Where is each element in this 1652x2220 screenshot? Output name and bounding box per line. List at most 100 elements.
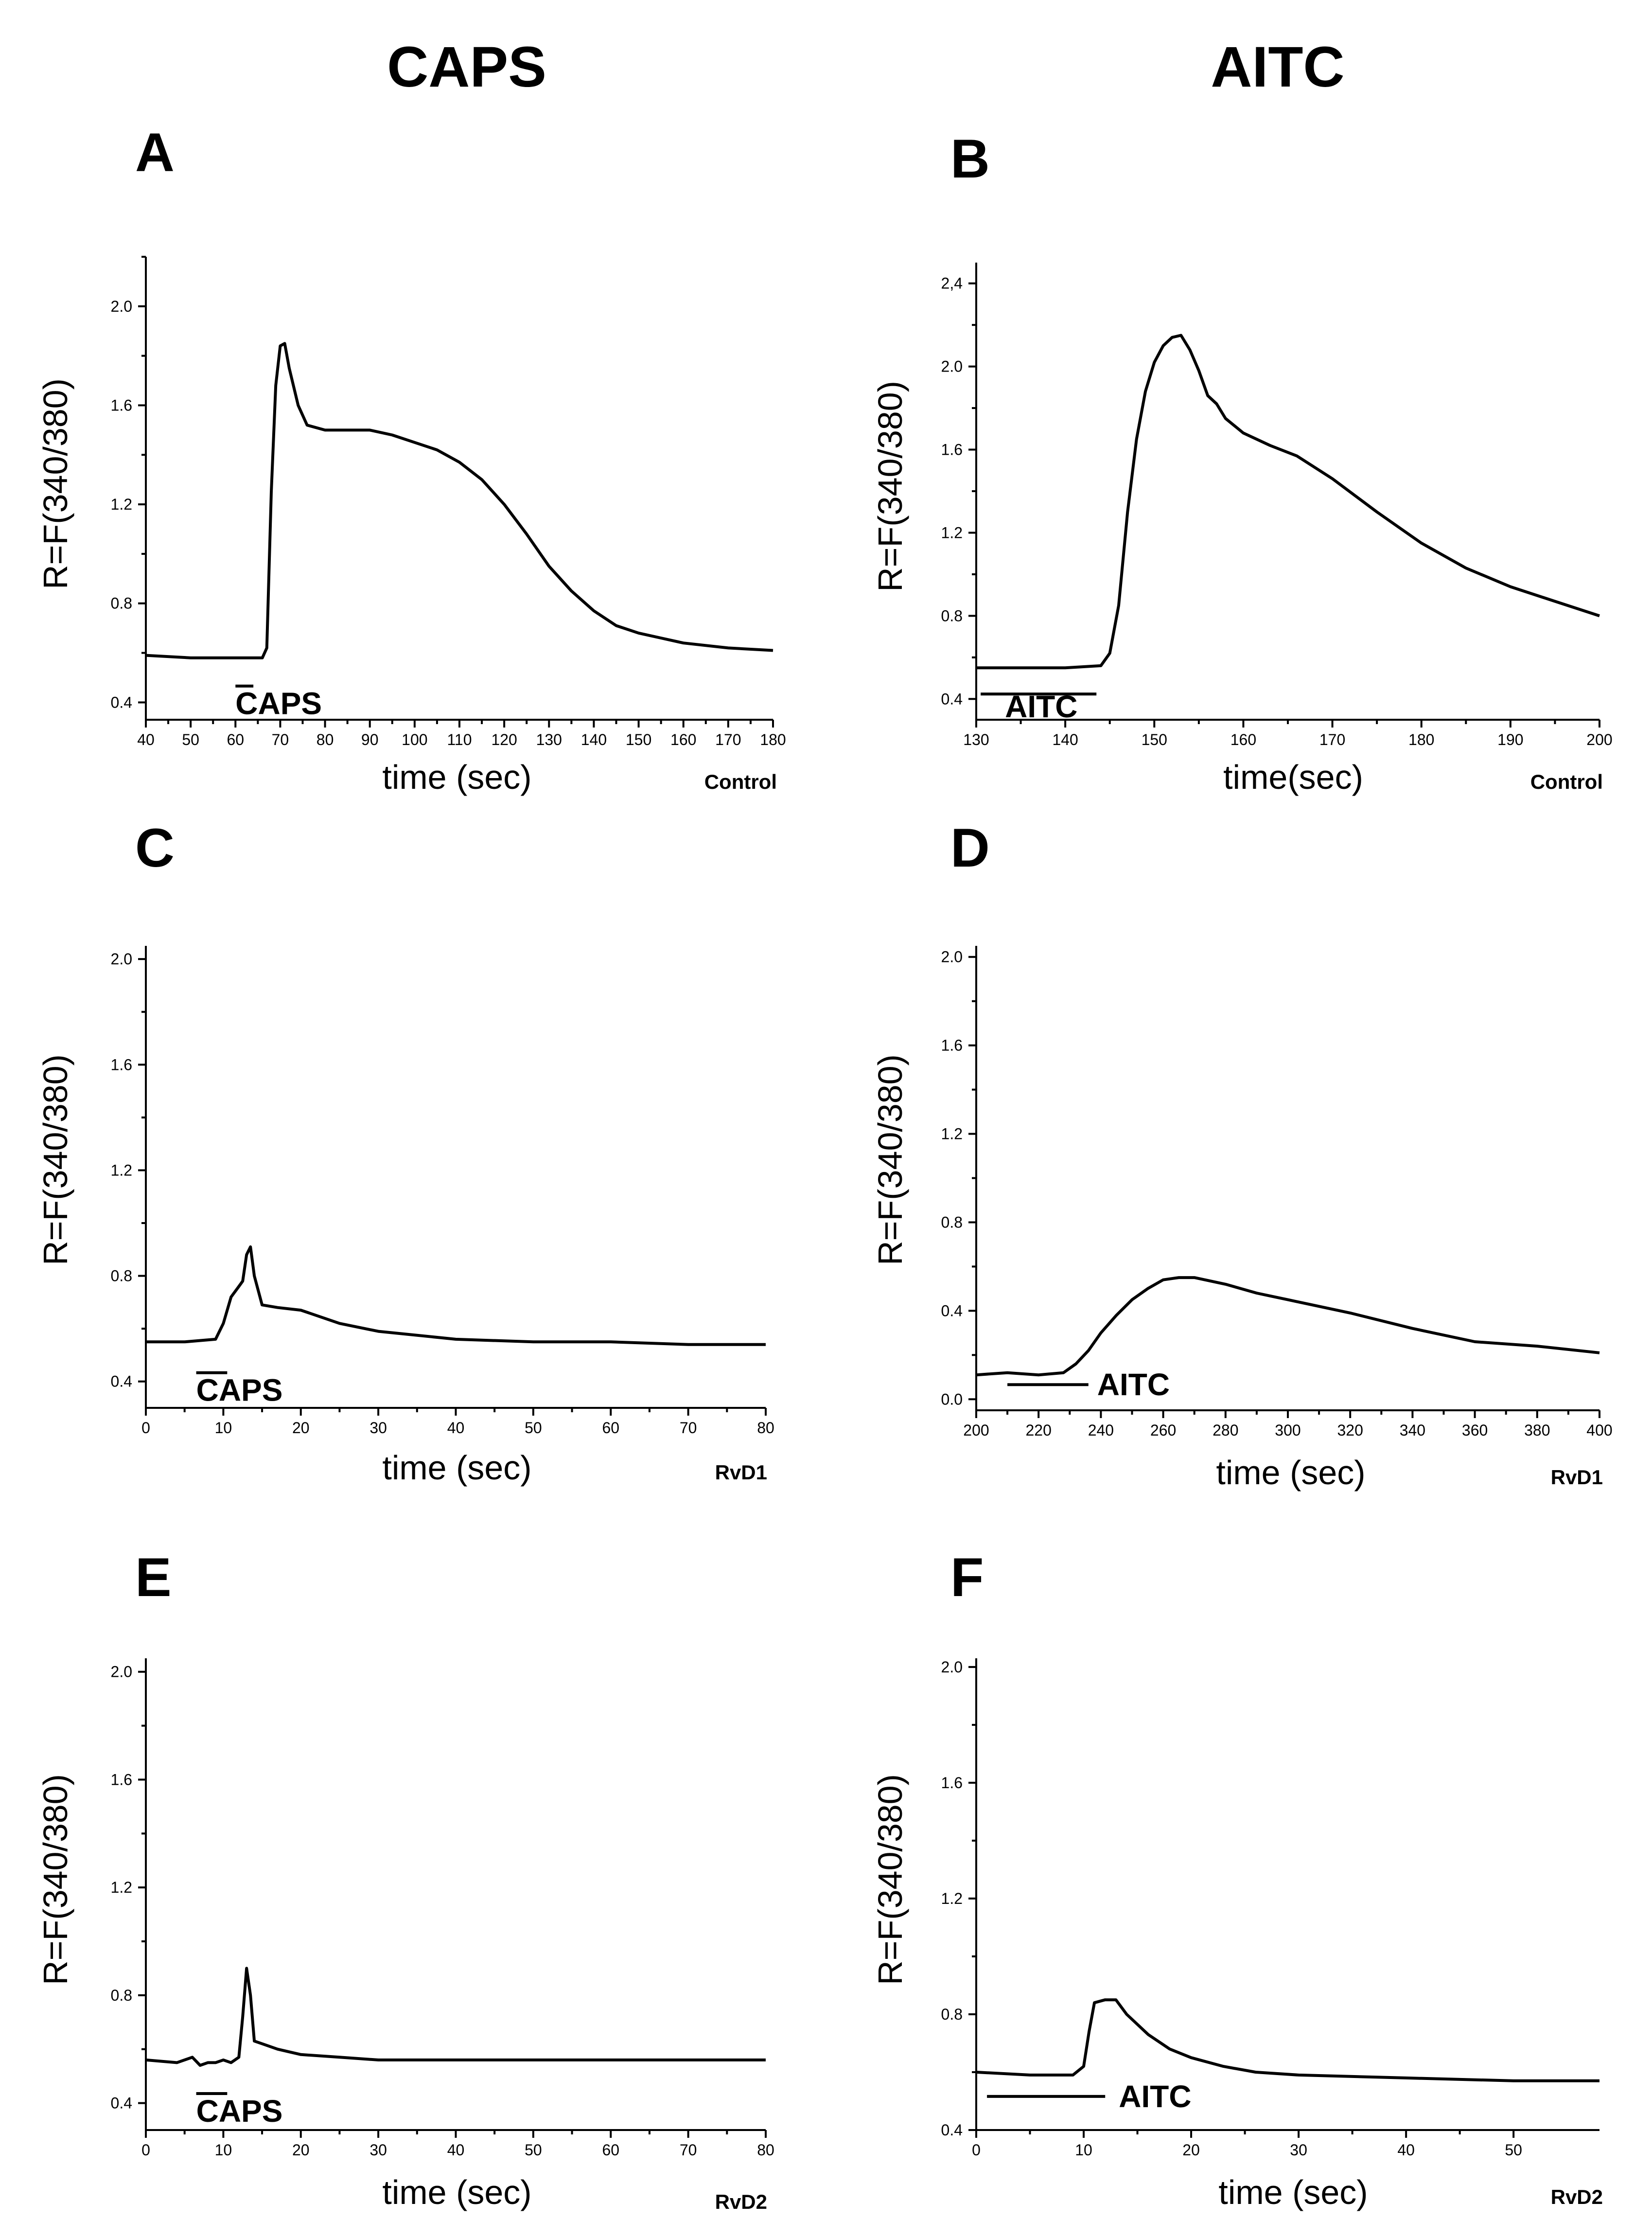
response-trace (976, 1276, 1600, 1377)
condition-label: RvD2 (715, 2190, 767, 2213)
x-tick-label: 20 (292, 1419, 310, 1437)
x-tick-label: 80 (316, 731, 334, 748)
x-tick-label: 80 (757, 1419, 774, 1437)
y-tick-label: 1.2 (111, 1161, 132, 1179)
y-tick-label: 2.0 (111, 950, 132, 968)
x-tick-label: 70 (680, 2141, 697, 2159)
column-title-aitc: AITC (1211, 35, 1344, 99)
x-tick-label: 360 (1462, 1421, 1488, 1439)
x-tick-label: 30 (369, 2141, 387, 2159)
panel-c: C R=F(340/380) time (sec) RvD1 CAPS 0 10 2… (36, 817, 774, 1487)
y-axis-label: R=F(340/380) (36, 1774, 74, 1985)
y-axis-label: R=F(340/380) (36, 378, 74, 589)
stimulus-label: CAPS (235, 686, 322, 721)
response-trace (976, 1998, 1599, 2082)
x-tick-label: 150 (1142, 731, 1167, 748)
x-tick-label: 40 (137, 731, 155, 748)
x-tick-label: 30 (1290, 2141, 1307, 2159)
x-tick-label: 80 (757, 2141, 774, 2159)
y-tick-label: 0.8 (941, 1213, 963, 1231)
y-tick-label: 0.4 (941, 1302, 963, 1319)
x-tick-label: 10 (215, 2141, 232, 2159)
response-trace (145, 342, 773, 659)
panel-letter: D (950, 817, 990, 878)
x-tick-label: 50 (182, 731, 199, 748)
response-trace (146, 1245, 766, 1346)
panel-b: B R=F(340/380) time(sec) Control AITC 13… (871, 128, 1613, 796)
x-tick-label: 70 (272, 731, 289, 748)
x-tick-label: 150 (626, 731, 651, 748)
x-tick-label: 0 (972, 2141, 981, 2159)
stimulus-label: AITC (1097, 1367, 1170, 1402)
x-tick-label: 180 (760, 731, 786, 748)
x-tick-label: 180 (1408, 731, 1434, 748)
y-tick-label: 1.6 (111, 1056, 132, 1073)
y-tick-label: 1.2 (941, 1125, 963, 1143)
y-tick-label: 2.0 (941, 358, 963, 375)
y-tick-label: 0.8 (111, 1987, 132, 2004)
x-axis-label: time (sec) (382, 758, 531, 796)
x-tick-label: 300 (1275, 1421, 1301, 1439)
x-tick-label: 50 (525, 2141, 542, 2159)
x-tick-label: 130 (963, 731, 989, 748)
x-tick-label: 160 (670, 731, 696, 748)
y-axis-label: R=F(340/380) (871, 1774, 909, 1985)
y-tick-label: 1.6 (941, 1774, 963, 1792)
x-tick-label: 130 (536, 731, 562, 748)
x-tick-label: 140 (1052, 731, 1078, 748)
x-tick-label: 40 (447, 2141, 465, 2159)
x-tick-label: 200 (963, 1421, 989, 1439)
x-tick-label: 30 (369, 1419, 387, 1437)
x-tick-label: 40 (1397, 2141, 1415, 2159)
x-tick-label: 170 (715, 731, 741, 748)
y-tick-label: 0.4 (111, 1373, 132, 1390)
x-tick-label: 200 (1586, 731, 1612, 748)
y-tick-label: 0.4 (941, 2121, 963, 2139)
x-tick-label: 60 (602, 1419, 619, 1437)
panel-a: A R=F(340/380) time (sec) Control CAPS 4… (36, 122, 786, 796)
x-axis-label: time (sec) (382, 2173, 531, 2211)
y-tick-label: 1.6 (941, 1037, 963, 1054)
x-tick-label: 340 (1400, 1421, 1425, 1439)
x-tick-label: 120 (491, 731, 517, 748)
stimulus-label: CAPS (196, 2094, 283, 2129)
panel-letter: B (950, 128, 990, 189)
x-tick-label: 20 (1182, 2141, 1200, 2159)
x-axis-label: time (sec) (382, 1449, 531, 1487)
y-tick-label: 1.6 (111, 396, 132, 414)
x-tick-label: 240 (1088, 1421, 1114, 1439)
stimulus-label: CAPS (196, 1373, 283, 1408)
panel-e: E R=F(340/380) time (sec) RvD2 CAPS 0 10 2… (36, 1547, 774, 2213)
y-tick-label: 2,4 (941, 275, 963, 292)
x-tick-label: 190 (1497, 731, 1523, 748)
x-tick-label: 220 (1026, 1421, 1052, 1439)
x-tick-label: 280 (1213, 1421, 1238, 1439)
y-tick-label: 2.0 (941, 1658, 963, 1676)
y-tick-label: 0.0 (941, 1390, 963, 1408)
y-tick-label: 2.0 (111, 298, 132, 315)
x-tick-label: 100 (402, 731, 427, 748)
y-axis-label: R=F(340/380) (871, 1054, 909, 1265)
response-trace (145, 1967, 766, 2067)
x-tick-label: 110 (447, 731, 472, 748)
y-tick-label: 1.2 (941, 524, 963, 541)
y-tick-label: 0.8 (111, 595, 132, 612)
condition-label: RvD2 (1551, 2185, 1603, 2208)
panel-letter: F (950, 1547, 984, 1608)
x-tick-label: 140 (581, 731, 607, 748)
stimulus-label: AITC (1119, 2079, 1191, 2114)
x-tick-label: 60 (602, 2141, 619, 2159)
condition-label: Control (1530, 770, 1603, 793)
y-tick-label: 1.2 (111, 1879, 132, 1896)
x-tick-label: 160 (1230, 731, 1256, 748)
y-tick-label: 0.4 (111, 693, 132, 711)
x-tick-label: 380 (1524, 1421, 1550, 1439)
x-tick-label: 400 (1586, 1421, 1612, 1439)
x-tick-label: 0 (141, 2141, 150, 2159)
y-tick-label: 1.2 (111, 496, 132, 513)
y-tick-label: 0.8 (941, 607, 963, 624)
x-tick-label: 60 (227, 731, 244, 748)
y-tick-label: 0.8 (941, 2006, 963, 2023)
x-tick-label: 50 (525, 1419, 542, 1437)
